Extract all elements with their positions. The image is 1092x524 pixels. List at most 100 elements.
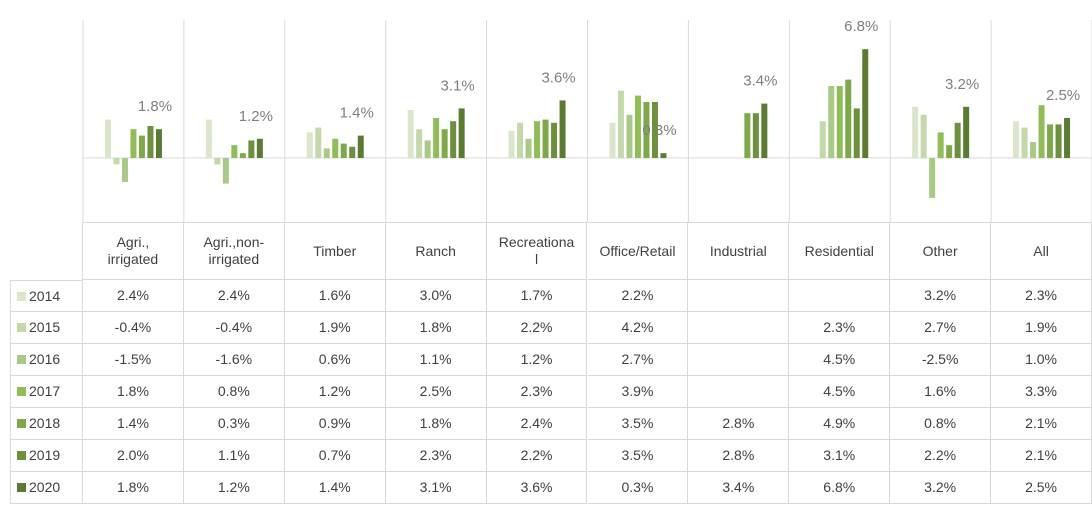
- bar: [256, 138, 263, 158]
- category-label: All: [991, 222, 1092, 280]
- category-label-text: Timber: [313, 242, 357, 259]
- table-cell-text: 0.6%: [318, 351, 351, 367]
- table-cell: 3.5%: [587, 440, 689, 472]
- table-cell-text: 1.8%: [116, 383, 149, 399]
- table-cell: 3.2%: [890, 472, 992, 504]
- table-cell-text: 0.3%: [621, 479, 654, 495]
- legend-swatch: [17, 451, 26, 460]
- table-cell: 1.2%: [183, 472, 285, 504]
- table-cell-text: -0.4%: [215, 319, 253, 335]
- table-cell: -1.6%: [183, 344, 285, 376]
- bar: [828, 86, 835, 158]
- table-cell: 3.9%: [587, 376, 689, 408]
- table-cell-text: 2.5%: [419, 383, 452, 399]
- table-cell: 2.5%: [385, 376, 487, 408]
- table-cell-text: 3.1%: [419, 479, 452, 495]
- table-cell: 0.7%: [284, 440, 386, 472]
- table-cell: 1.8%: [385, 312, 487, 344]
- table-cell: 3.2%: [890, 280, 992, 312]
- bar: [248, 140, 255, 158]
- table-cell: 2.4%: [83, 280, 184, 312]
- table-cell: 1.8%: [83, 376, 184, 408]
- table-cell-text: 1.8%: [116, 479, 149, 495]
- data-label: 3.2%: [945, 76, 979, 93]
- table-cell: 1.2%: [486, 344, 588, 376]
- bar: [155, 129, 162, 158]
- table-cell-text: 1.1%: [217, 447, 250, 463]
- category-label-text: All: [1033, 242, 1049, 259]
- bar: [920, 114, 927, 158]
- legend-entry: 2019: [10, 440, 83, 472]
- table-cell: [789, 280, 891, 312]
- bar: [551, 122, 558, 158]
- bar: [1047, 124, 1054, 158]
- category-label-text: Residential: [804, 242, 874, 259]
- bar: [525, 138, 532, 158]
- table-cell: 3.0%: [385, 280, 487, 312]
- bar: [946, 145, 953, 158]
- table-cell-text: 0.3%: [217, 415, 250, 431]
- bar: [660, 153, 667, 158]
- table-cell-text: 4.2%: [621, 319, 654, 335]
- bar: [424, 140, 431, 158]
- table-cell: -0.4%: [183, 312, 285, 344]
- table-cell-text: 0.9%: [318, 415, 351, 431]
- table-cell-text: 1.9%: [1025, 319, 1057, 335]
- table-cell: 1.7%: [486, 280, 588, 312]
- table-cell-text: 2.2%: [520, 447, 553, 463]
- bar: [744, 113, 751, 158]
- bar: [626, 114, 633, 158]
- table-cell-text: 1.9%: [318, 319, 351, 335]
- legend-swatch: [17, 387, 26, 396]
- table-cell: 2.8%: [688, 408, 790, 440]
- bar: [349, 146, 356, 158]
- bar: [332, 138, 339, 158]
- bar: [1013, 121, 1020, 158]
- data-label: 1.2%: [239, 108, 273, 125]
- header-blank: [10, 222, 83, 280]
- table-cell: 1.6%: [284, 280, 386, 312]
- category-label-text: Agri., irrigated: [107, 234, 159, 267]
- category-label-text: Other: [922, 242, 958, 259]
- bar: [1021, 127, 1028, 158]
- bar: [845, 79, 852, 158]
- table-cell: 2.1%: [991, 408, 1092, 440]
- table-cell: 3.6%: [486, 472, 588, 504]
- bar: [937, 132, 944, 158]
- table-cell-text: 1.6%: [318, 287, 351, 303]
- bar: [752, 113, 759, 158]
- table-cell-text: 3.1%: [823, 447, 856, 463]
- legend-swatch: [17, 291, 26, 301]
- table-cell-text: 2.2%: [520, 319, 553, 335]
- category-label: Agri., irrigated: [83, 222, 184, 280]
- category-label-text: Agri.,non-irrigated: [203, 234, 265, 267]
- table-cell: 2.3%: [385, 440, 487, 472]
- table-cell-text: 0.8%: [924, 415, 957, 431]
- category-label-text: Recreational: [498, 234, 575, 267]
- category-label: Timber: [284, 222, 386, 280]
- table-cell-text: 4.5%: [823, 383, 856, 399]
- table-cell-text: 1.2%: [520, 351, 553, 367]
- table-cell-text: 4.5%: [823, 351, 856, 367]
- bar: [222, 158, 229, 184]
- table-cell-text: 3.5%: [621, 415, 654, 431]
- bar: [357, 135, 364, 158]
- bar: [912, 106, 919, 158]
- bar: [634, 95, 641, 158]
- table-cell: [688, 280, 790, 312]
- bar: [231, 145, 238, 158]
- table-cell-text: 2.3%: [419, 447, 452, 463]
- legend-entry: 2014: [10, 280, 83, 312]
- bar: [929, 158, 936, 198]
- data-label: 1.8%: [138, 98, 172, 115]
- legend-swatch: [17, 323, 26, 332]
- table-cell-text: 0.8%: [217, 383, 250, 399]
- table-cell-text: 3.5%: [621, 447, 654, 463]
- table-cell: 4.2%: [587, 312, 689, 344]
- table-cell: 0.8%: [890, 408, 992, 440]
- table-cell-text: 1.2%: [318, 383, 351, 399]
- bar: [340, 143, 347, 158]
- table-cell-text: 2.2%: [924, 447, 957, 463]
- table-cell: 0.9%: [284, 408, 386, 440]
